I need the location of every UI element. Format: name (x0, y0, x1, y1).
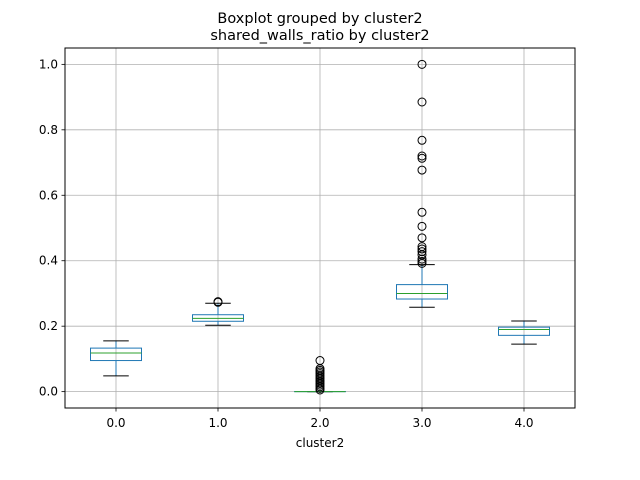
y-tick-label: 0.4 (39, 254, 58, 268)
iqr-box (498, 326, 550, 336)
outlier-point (417, 153, 427, 163)
outlier-point (417, 165, 427, 175)
outlier-point (417, 256, 427, 266)
y-tick-label: 0.2 (39, 319, 58, 333)
x-tick-label: 1.0 (208, 416, 227, 430)
outlier-point (417, 247, 427, 257)
y-tick-label: 1.0 (39, 57, 58, 71)
x-tick-label: 0.0 (106, 416, 125, 430)
x-axis: 0.0 1.0 2.0 3.0 4.0 (106, 408, 534, 430)
outlier-point (417, 221, 427, 231)
y-tick-label: 0.6 (39, 188, 58, 202)
box-group (294, 356, 346, 395)
outlier-point (417, 97, 427, 107)
x-tick-label: 3.0 (412, 416, 431, 430)
box-group (192, 297, 244, 326)
outlier-point (417, 244, 427, 254)
y-tick-label: 0.8 (39, 123, 58, 137)
outlier-point (417, 207, 427, 217)
outlier-point (417, 242, 427, 252)
box-group (498, 320, 550, 345)
outlier-point (417, 151, 427, 161)
iqr-box (90, 347, 142, 362)
box-group (90, 340, 142, 377)
box-group (396, 59, 448, 308)
outlier-point (417, 59, 427, 69)
x-tick-label: 2.0 (310, 416, 329, 430)
x-tick-label: 4.0 (514, 416, 533, 430)
box-series (90, 59, 550, 395)
outlier-point (417, 233, 427, 243)
iqr-box (396, 284, 448, 300)
outlier-point (315, 356, 325, 366)
y-tick-label: 0.0 (39, 385, 58, 399)
grid-lines (65, 48, 575, 408)
y-axis: 0.0 0.2 0.4 0.6 0.8 1.0 (39, 57, 65, 399)
outlier-point (417, 135, 427, 145)
chart-suptitle: Boxplot grouped by cluster2 (217, 11, 422, 27)
outlier-point (213, 297, 223, 307)
x-axis-label: cluster2 (296, 436, 344, 450)
chart-title: shared_walls_ratio by cluster2 (210, 28, 429, 44)
